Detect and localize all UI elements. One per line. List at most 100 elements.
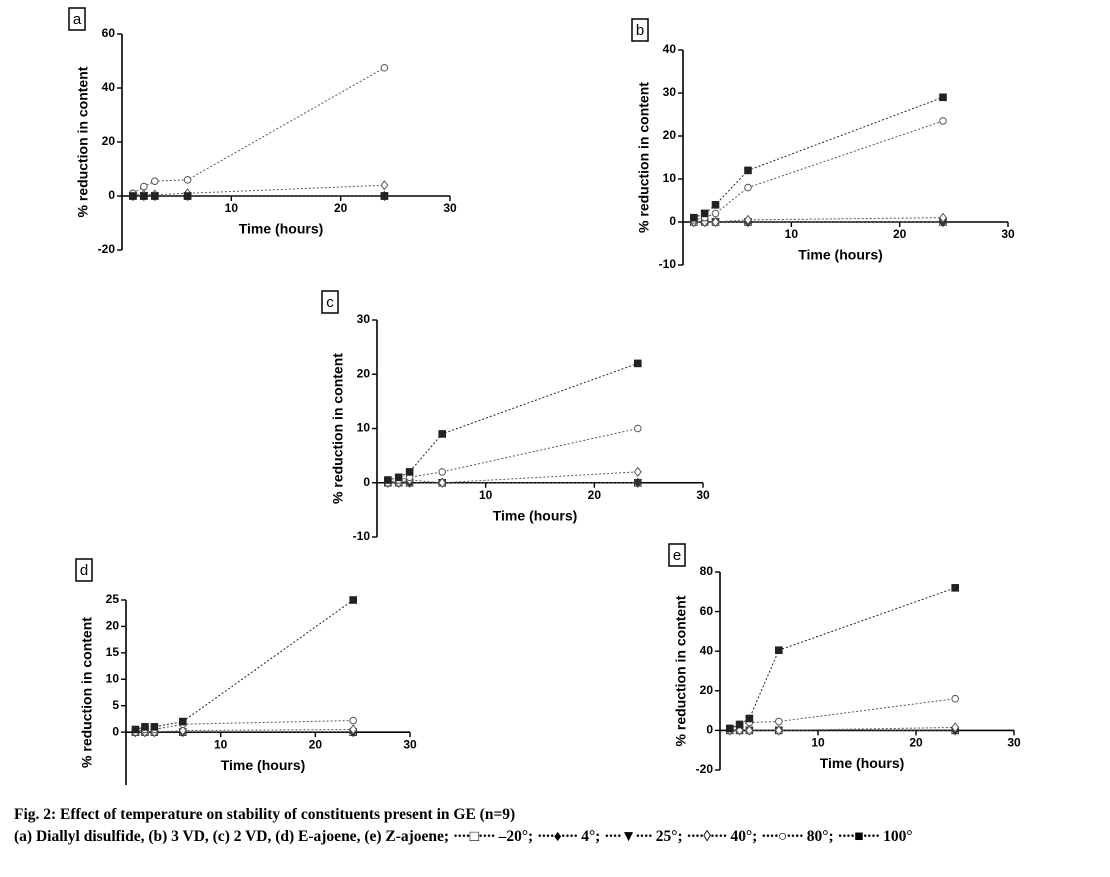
y-tick-label: -20 — [696, 762, 714, 776]
marker — [179, 717, 187, 726]
x-tick-label: 20 — [309, 737, 323, 751]
marker — [711, 216, 720, 228]
y-axis-title: % reduction in content — [673, 595, 689, 746]
caption-description: (a) Diallyl disulfide, (b) 3 VD, (c) 2 V… — [14, 828, 450, 845]
series-line — [132, 67, 385, 194]
marker — [151, 177, 159, 185]
marker — [745, 725, 754, 736]
marker — [775, 717, 783, 726]
marker — [405, 468, 414, 476]
x-tick-label: 30 — [1001, 227, 1015, 241]
y-tick-label: 10 — [357, 421, 371, 435]
legend-symbol: ····▼···· — [604, 828, 653, 845]
marker — [745, 714, 754, 723]
marker — [700, 209, 709, 218]
marker — [951, 722, 960, 733]
y-tick-label: 40 — [102, 80, 116, 94]
y-tick-label: 20 — [106, 619, 120, 633]
marker — [140, 182, 148, 191]
legend-symbol: ····♦···· — [537, 828, 578, 845]
legend-label: 4°; — [581, 828, 601, 845]
marker — [634, 359, 642, 368]
marker — [394, 473, 403, 482]
y-tick-label: 0 — [108, 188, 115, 202]
panel-label-box — [321, 290, 339, 314]
marker — [150, 723, 159, 731]
marker — [141, 723, 149, 731]
panel-label: b — [636, 22, 644, 39]
figure: a -20 0 20 40 60 10 20 30 Time (hours) % reduction… — [68, 7, 1021, 785]
legend-item: ····♦···· 4°; — [533, 828, 600, 845]
panel: d 0 5 10 15 20 25 10 20 30 Time (hours) % reduction… — [75, 558, 417, 785]
x-tick-label: 10 — [225, 201, 239, 215]
marker — [633, 466, 642, 478]
series-line — [387, 428, 638, 484]
marker — [951, 584, 960, 592]
x-tick-label: 20 — [588, 488, 602, 502]
marker — [438, 477, 447, 488]
marker — [183, 176, 192, 184]
x-axis-title: Time (hours) — [221, 757, 306, 773]
marker — [140, 192, 148, 200]
legend-symbol: ····◊···· — [686, 828, 728, 845]
marker — [380, 63, 389, 72]
y-tick-label: 40 — [700, 643, 714, 657]
y-tick-label: 10 — [663, 171, 677, 185]
series-line — [135, 729, 354, 733]
x-tick-label: 10 — [214, 737, 228, 751]
panel: b -10 0 10 20 30 40 10 20 30 Time (hours) % reducti… — [631, 18, 1015, 271]
caption: Fig. 2: Effect of temperature on stabili… — [14, 804, 1099, 848]
x-tick-label: 30 — [1007, 736, 1021, 750]
marker — [711, 209, 720, 218]
y-tick-label: 15 — [106, 645, 120, 659]
legend-label: 100° — [883, 828, 913, 845]
marker — [939, 93, 947, 102]
y-tick-label: 20 — [663, 128, 677, 142]
y-tick-label: 25 — [106, 592, 120, 606]
y-tick-label: 10 — [106, 671, 120, 685]
marker — [939, 117, 947, 125]
series-line — [693, 120, 944, 221]
legend-item: ····▼···· 25°; — [600, 828, 682, 845]
x-axis-title: Time (hours) — [798, 247, 883, 263]
panel-label-box — [75, 558, 93, 582]
series-line — [387, 471, 638, 484]
y-tick-label: 60 — [102, 26, 116, 40]
x-tick-label: 20 — [893, 227, 907, 241]
legend-symbol: ····□···· — [452, 828, 496, 845]
marker — [380, 192, 389, 200]
y-axis-title: % reduction in content — [79, 617, 95, 768]
marker — [939, 212, 947, 223]
marker — [349, 724, 358, 735]
marker — [131, 725, 140, 734]
panel-label-box — [68, 7, 86, 31]
x-tick-label: 30 — [403, 737, 417, 751]
marker — [384, 476, 392, 484]
marker — [178, 725, 187, 736]
x-tick-label: 30 — [696, 488, 710, 502]
marker — [633, 478, 642, 488]
legend-item: ····○···· 80°; — [757, 828, 833, 845]
legend-label: 80°; — [806, 828, 834, 845]
series-line — [693, 96, 944, 219]
marker — [726, 724, 734, 733]
y-tick-label: -20 — [98, 242, 116, 256]
panel-label-box — [668, 543, 686, 567]
y-tick-label: -10 — [659, 257, 677, 271]
marker — [151, 192, 159, 200]
y-tick-label: 20 — [700, 683, 714, 697]
legend-item: ····□···· –20°; — [453, 828, 533, 845]
y-tick-label: 5 — [112, 698, 119, 712]
marker — [744, 214, 752, 225]
marker — [438, 430, 446, 438]
y-axis-title: % reduction in content — [330, 353, 346, 504]
series-line — [387, 362, 638, 481]
x-axis-title: Time (hours) — [493, 507, 578, 523]
y-tick-label: -10 — [353, 529, 371, 543]
marker — [744, 183, 752, 192]
marker — [183, 192, 192, 200]
y-tick-label: 30 — [357, 312, 371, 326]
series-line — [135, 599, 354, 730]
marker — [690, 213, 698, 222]
x-tick-label: 20 — [909, 736, 923, 750]
